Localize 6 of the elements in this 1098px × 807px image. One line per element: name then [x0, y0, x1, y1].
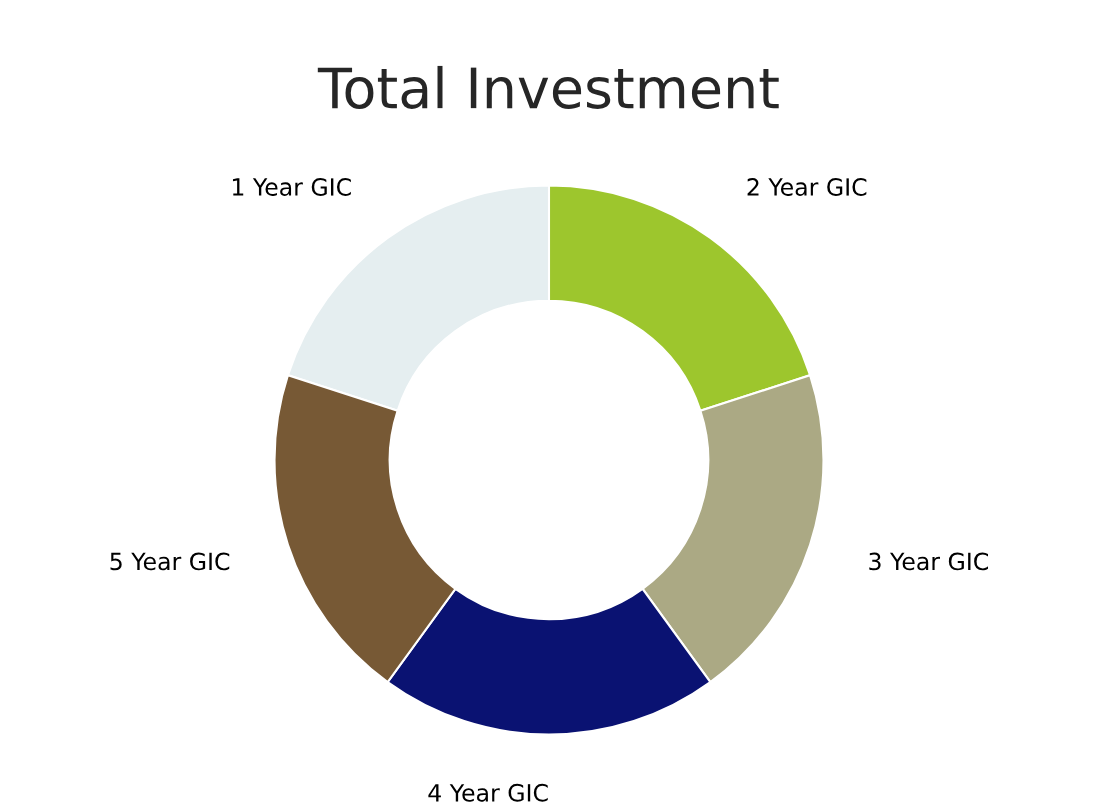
slice-label: 4 Year GIC: [428, 783, 548, 802]
slice-label: 3 Year GIC: [869, 552, 988, 571]
slice-label: 2 Year GIC: [747, 178, 867, 196]
slice-label: 5 Year GIC: [110, 552, 230, 571]
chart-title: Total Investment: [317, 65, 779, 109]
slice-label: 1 Year GIC: [232, 178, 351, 196]
